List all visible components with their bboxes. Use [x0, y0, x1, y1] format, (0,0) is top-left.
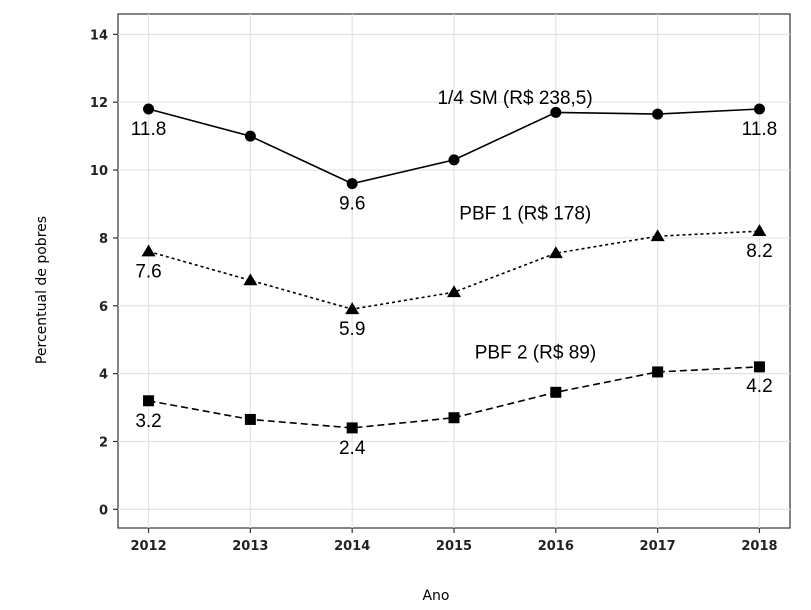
data-point-triangle: [243, 273, 258, 286]
y-tick-label: 4: [99, 368, 108, 383]
y-axis-title: Percentual de pobres: [34, 216, 50, 364]
x-tick-label: 2017: [640, 539, 676, 554]
x-tick-label: 2014: [334, 539, 370, 554]
x-tick-label: 2018: [741, 539, 777, 554]
data-point-triangle: [141, 244, 156, 257]
data-point-triangle: [345, 302, 360, 315]
x-tick-label: 2016: [538, 539, 574, 554]
data-point-triangle: [752, 224, 767, 237]
data-point-circle: [550, 106, 562, 118]
y-tick-label: 12: [90, 96, 108, 111]
series-name-label: PBF 1 (R$ 178): [459, 203, 591, 224]
series-name-label: PBF 2 (R$ 89): [475, 342, 596, 363]
data-label: 11.8: [742, 119, 778, 140]
x-tick-label: 2012: [130, 539, 166, 554]
data-point-square: [143, 395, 155, 407]
x-axis-title: Ano: [422, 588, 449, 604]
data-label: 2.4: [339, 438, 366, 459]
data-label: 4.2: [746, 376, 772, 397]
series-pbf1: [141, 224, 767, 315]
x-tick-label: 2015: [436, 539, 472, 554]
data-point-square: [346, 422, 358, 434]
y-tick-label: 2: [99, 435, 108, 450]
data-point-square: [652, 366, 664, 378]
data-label: 11.8: [131, 119, 167, 140]
data-point-circle: [143, 103, 155, 115]
data-point-triangle: [548, 246, 563, 259]
data-point-square: [550, 386, 562, 398]
x-tick-label: 2013: [232, 539, 268, 554]
data-label: 8.2: [746, 241, 772, 262]
series-name-label: 1/4 SM (R$ 238,5): [437, 88, 592, 109]
data-point-triangle: [650, 229, 665, 242]
data-point-circle: [448, 154, 460, 166]
data-label: 7.6: [135, 261, 161, 282]
data-point-circle: [652, 108, 664, 120]
data-label: 9.6: [339, 194, 365, 215]
y-tick-label: 10: [90, 164, 108, 179]
data-point-square: [244, 413, 256, 425]
data-point-triangle: [447, 285, 461, 298]
data-point-square: [448, 412, 460, 424]
y-tick-label: 6: [99, 300, 108, 315]
series-pbf2: [143, 361, 765, 434]
data-label: 5.9: [339, 319, 365, 340]
y-tick-label: 14: [90, 28, 108, 43]
y-tick-label: 8: [99, 232, 108, 247]
y-tick-label: 0: [99, 503, 108, 518]
data-label: 3.2: [135, 411, 161, 432]
data-point-square: [753, 361, 765, 373]
data-point-circle: [346, 178, 358, 190]
data-point-circle: [753, 103, 765, 115]
data-point-circle: [244, 130, 256, 142]
series-quarter-sm: [143, 103, 765, 190]
